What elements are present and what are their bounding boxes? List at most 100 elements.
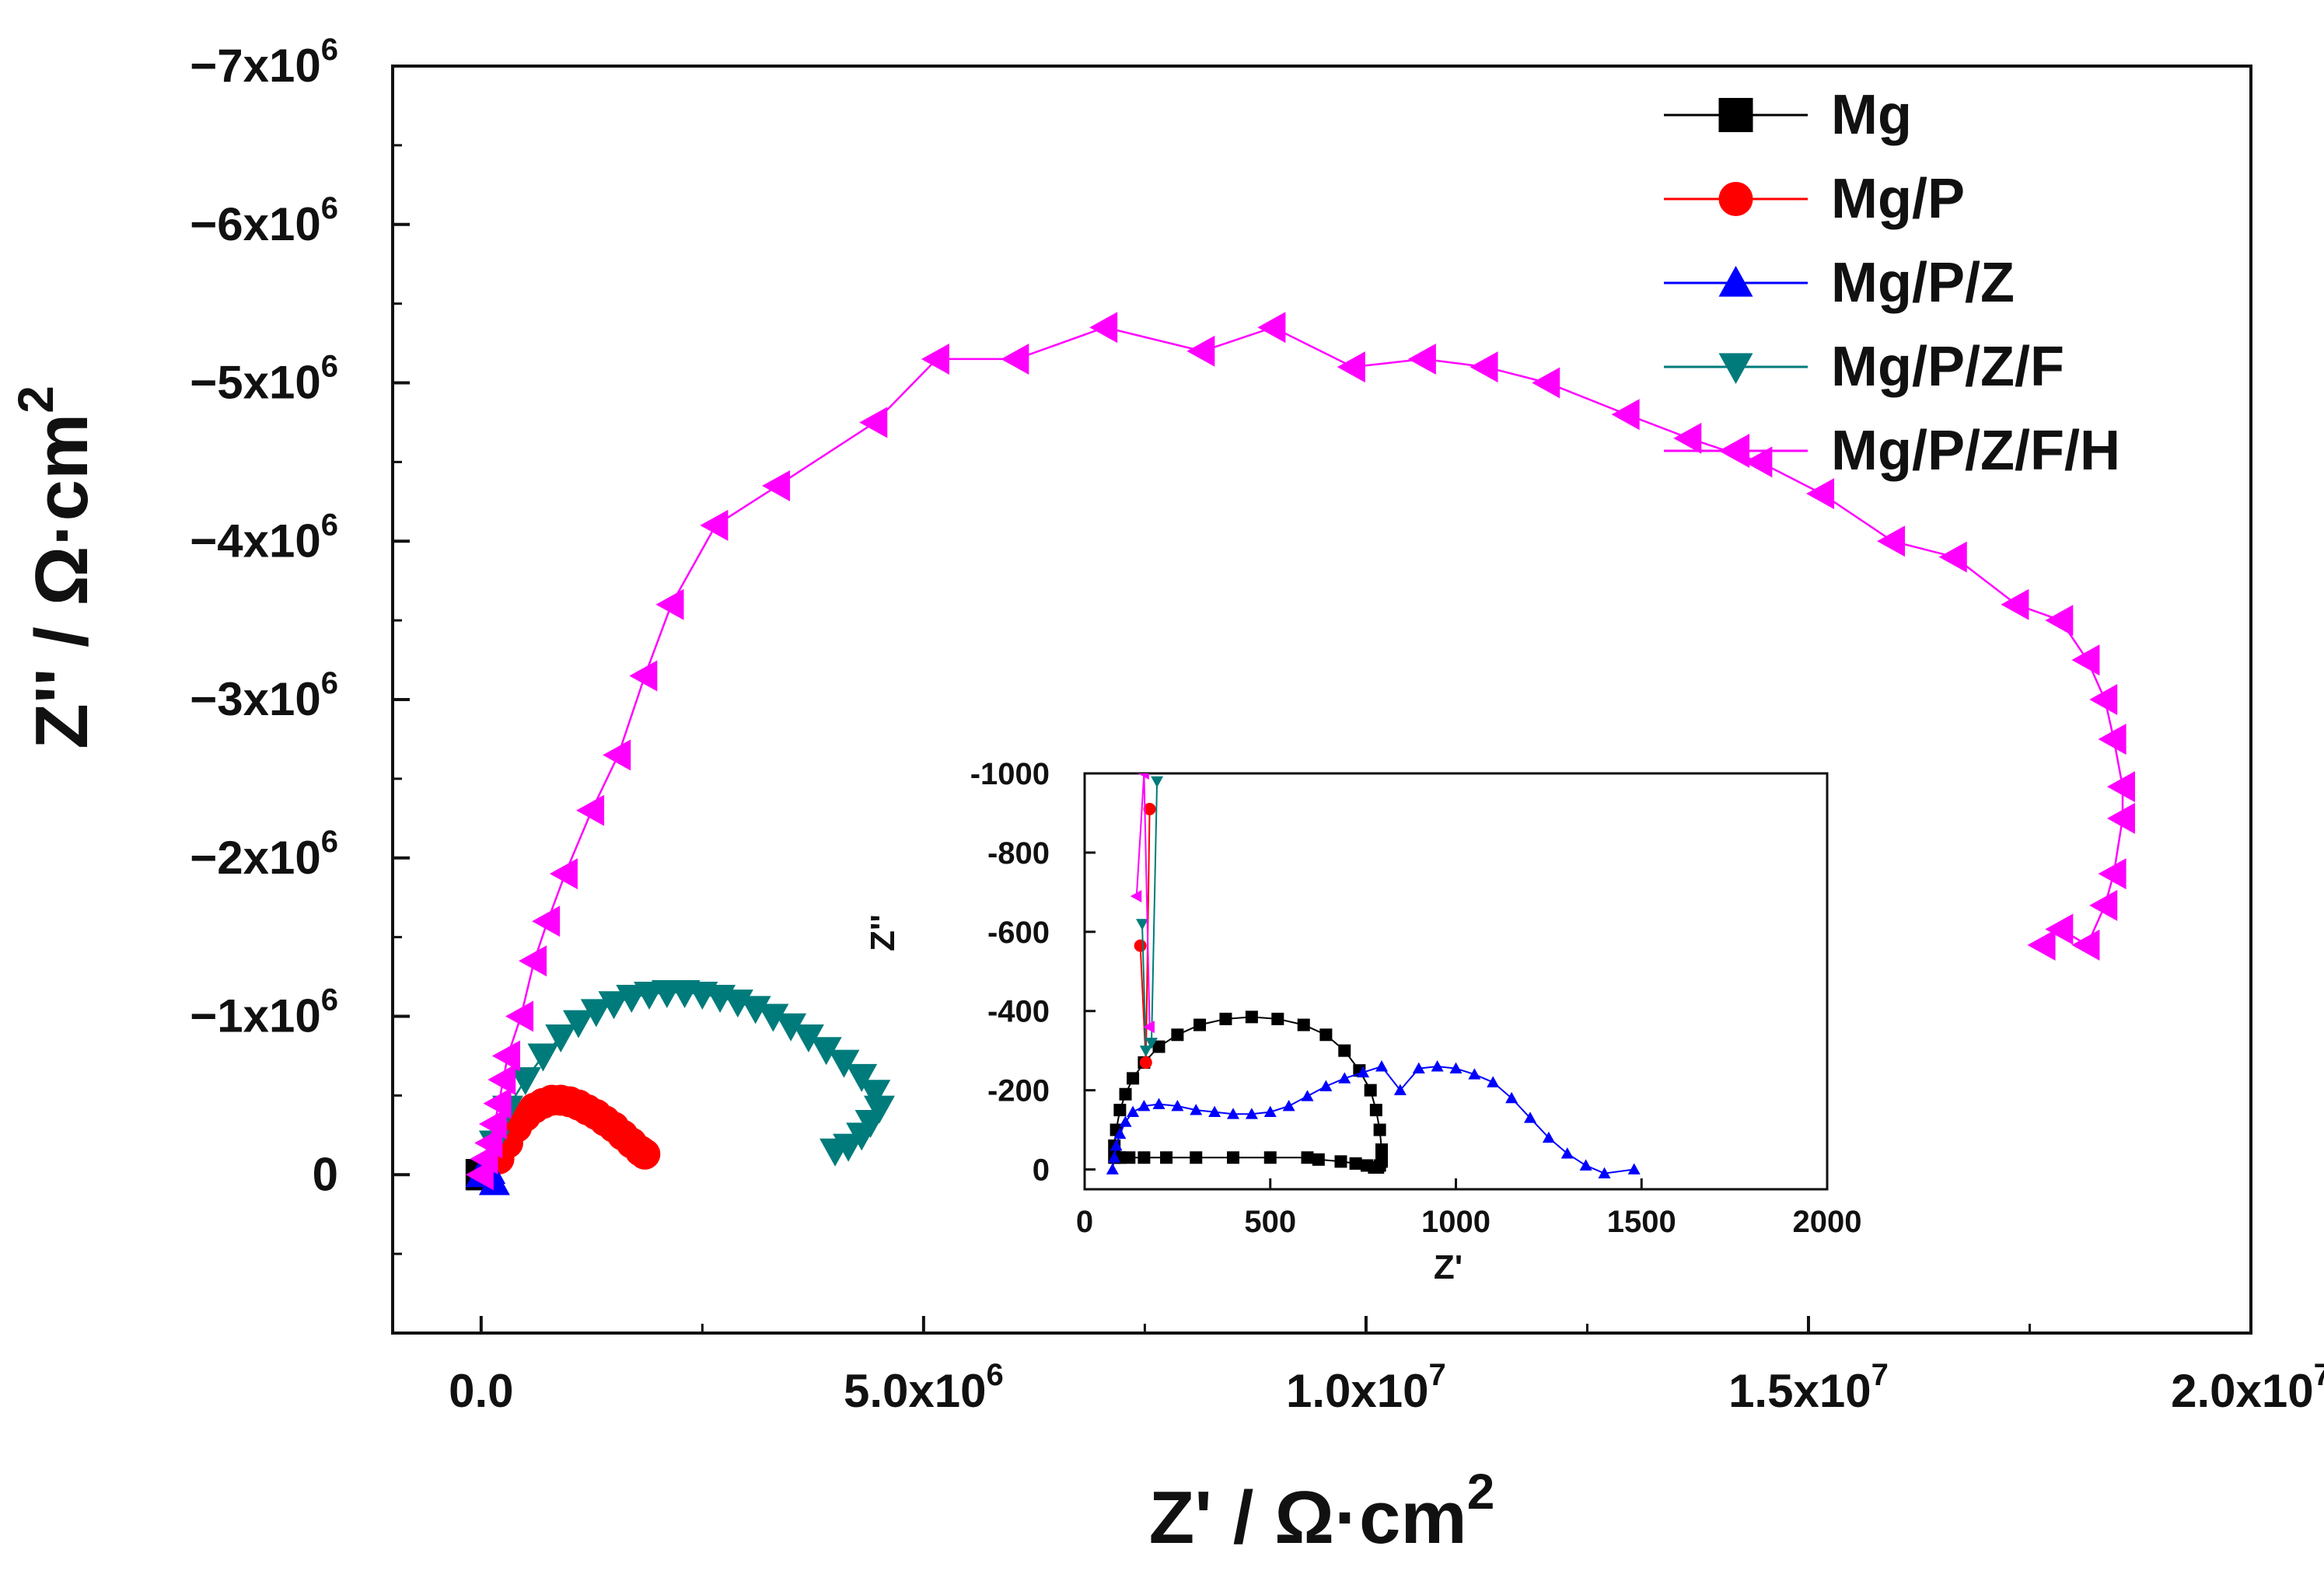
data-point <box>2071 929 2100 961</box>
data-point <box>1532 367 1560 399</box>
inset-data-point <box>1282 1100 1295 1112</box>
inset-data-point <box>1487 1076 1500 1087</box>
inset-y-tick-label: 0 <box>1033 1153 1050 1188</box>
inset-data-point <box>1143 1021 1155 1034</box>
inset-series-mg-p-z-f <box>1136 776 1164 1057</box>
inset-data-point <box>1160 1151 1173 1164</box>
inset-y-tick-label: -600 <box>987 916 1050 950</box>
inset-data-point <box>1245 1108 1258 1119</box>
series-mg-p <box>483 1084 661 1174</box>
inset-data-point <box>1110 1139 1123 1151</box>
data-point <box>2045 913 2074 945</box>
inset-data-point <box>1152 1098 1165 1109</box>
data-point <box>629 660 658 692</box>
data-point <box>921 343 949 375</box>
data-point <box>1938 541 1967 573</box>
inset-data-point <box>1271 1012 1284 1025</box>
inset-data-point <box>1219 1012 1232 1025</box>
data-point <box>576 794 605 826</box>
inset-data-point <box>1598 1167 1611 1179</box>
inset-series-mg <box>1108 1010 1388 1174</box>
data-point <box>488 1064 516 1095</box>
inset-frame <box>1083 772 1829 1191</box>
inset-data-point <box>1349 1157 1362 1170</box>
data-point <box>2098 723 2127 755</box>
x-axis-title: Z' / Ω·cm2 <box>1149 1464 1495 1559</box>
data-point <box>820 1138 851 1167</box>
inset-y-tick-label: -200 <box>987 1074 1050 1108</box>
inset-data-point <box>1145 1038 1158 1049</box>
inset-series <box>1106 773 1641 1179</box>
data-point <box>478 1108 507 1140</box>
data-point <box>2098 858 2127 890</box>
data-point <box>762 469 791 501</box>
inset-data-point <box>1139 1056 1152 1069</box>
data-point <box>700 509 729 541</box>
data-point <box>2089 889 2118 921</box>
inset-data-point <box>1373 1123 1386 1136</box>
series-mg-p-z-f-h <box>465 312 2135 1191</box>
inset-data-point <box>1152 1040 1165 1053</box>
inset-data-point <box>1113 1127 1127 1140</box>
data-point <box>828 1049 860 1078</box>
data-point <box>545 1024 577 1052</box>
data-point <box>532 906 561 937</box>
inset-data-point <box>1338 1072 1351 1084</box>
legend-marker <box>1718 266 1753 297</box>
inset-x-tick-label: 0 <box>1076 1205 1093 1239</box>
data-point <box>1407 343 1436 375</box>
inset-data-point <box>1119 1087 1132 1101</box>
data-point <box>2071 644 2100 676</box>
data-point <box>863 1095 895 1124</box>
legend-item: Mg/P/Z/F <box>1664 336 2064 398</box>
inset-x-tick-label: 500 <box>1244 1205 1296 1239</box>
inset-data-point <box>1127 1105 1140 1118</box>
y-tick-label: −2x106 <box>190 825 338 884</box>
legend-item: Mg/P <box>1664 168 1965 230</box>
inset-y-tick-label: -800 <box>987 836 1050 871</box>
data-point <box>2045 605 2074 637</box>
data-point <box>1470 351 1498 383</box>
legend-item: Mg/P/Z <box>1664 252 2015 314</box>
x-tick-label: 1.0x107 <box>1286 1358 1446 1417</box>
inset-data-point <box>1108 1151 1121 1163</box>
inset-data-point <box>1134 939 1147 952</box>
data-point <box>757 1003 789 1032</box>
inset-x-axis-title: Z' <box>1434 1248 1463 1286</box>
legend-marker <box>1718 98 1753 132</box>
inset-data-point <box>1312 1153 1325 1166</box>
inset-data-point <box>1375 1143 1388 1157</box>
data-point <box>655 588 684 620</box>
inset-data-point <box>1245 1010 1258 1024</box>
inset-data-point <box>1468 1068 1481 1080</box>
data-point <box>598 991 630 1020</box>
data-point <box>616 985 648 1014</box>
data-point <box>792 1024 824 1052</box>
inset-data-point <box>1505 1091 1518 1104</box>
legend-marker <box>1718 182 1753 216</box>
data-point <box>859 407 888 438</box>
inset-data-point <box>1130 889 1142 902</box>
inset-data-point <box>1579 1159 1592 1171</box>
inset-data-point <box>1319 1028 1333 1042</box>
inset-series-mg-p-z-f-h <box>1130 773 1155 1034</box>
x-tick-label: 2.0x107 <box>2171 1358 2324 1417</box>
inset-data-point <box>1139 1045 1152 1057</box>
inset-data-point <box>1301 1090 1314 1101</box>
data-point <box>483 1087 512 1119</box>
legend-label: Mg/P <box>1831 168 1965 230</box>
data-point <box>474 1127 503 1159</box>
y-tick-label: −4x106 <box>190 508 338 567</box>
inset-series-mg-p-z <box>1106 1060 1641 1179</box>
legend-label: Mg <box>1831 84 1912 146</box>
data-point <box>563 1010 594 1038</box>
y-tick-label: −7x106 <box>190 33 338 92</box>
y-tick-label: −5x106 <box>190 350 338 409</box>
data-point <box>1257 312 1286 344</box>
legend-item: Mg <box>1664 84 1912 146</box>
y-tick-label: −6x106 <box>190 191 338 250</box>
inset-data-point <box>1106 1163 1119 1174</box>
inset-data-point <box>1357 1066 1370 1078</box>
legend-marker <box>1718 353 1753 384</box>
legend: Mg Mg/P Mg/P/Z Mg/P/Z/F Mg/P/Z/F/H <box>1664 84 2120 482</box>
